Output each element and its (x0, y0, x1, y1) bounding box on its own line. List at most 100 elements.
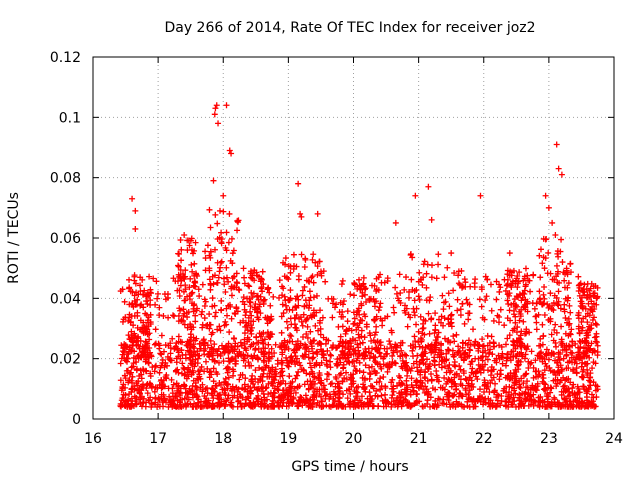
y-tick-label: 0.04 (50, 291, 81, 307)
data-point (118, 387, 125, 394)
data-point (465, 396, 472, 403)
data-point (147, 394, 154, 401)
data-point (565, 375, 572, 382)
data-point (465, 391, 472, 398)
data-point (164, 353, 171, 360)
data-point (427, 394, 434, 401)
data-point (566, 392, 573, 399)
data-point (311, 362, 318, 369)
data-point (483, 385, 490, 392)
data-point (424, 364, 431, 371)
data-point (380, 355, 387, 362)
data-point (402, 302, 409, 309)
data-point (376, 304, 383, 311)
data-point (579, 368, 586, 375)
data-point (477, 369, 484, 376)
data-point (380, 374, 387, 381)
data-point (285, 402, 292, 409)
data-point (415, 293, 422, 300)
data-point (470, 326, 477, 333)
x-tick-label: 24 (605, 431, 623, 447)
data-point (315, 375, 322, 382)
data-point (545, 384, 552, 391)
data-point (299, 334, 306, 341)
data-point (278, 365, 285, 372)
data-point (584, 371, 591, 378)
data-point (448, 376, 455, 383)
data-point (241, 403, 248, 410)
data-point (388, 379, 395, 386)
data-point (572, 340, 579, 347)
data-point (484, 356, 491, 363)
data-point (155, 395, 162, 402)
data-point (493, 278, 500, 285)
data-point (504, 335, 511, 342)
data-point (377, 375, 384, 382)
data-point (428, 377, 435, 384)
data-point (329, 300, 336, 307)
data-point (152, 326, 159, 333)
data-point (523, 370, 530, 377)
data-point (328, 380, 335, 387)
data-point (567, 309, 574, 316)
x-tick-label: 19 (279, 431, 297, 447)
data-point (590, 359, 597, 366)
data-point (488, 333, 495, 340)
data-point (383, 350, 390, 357)
data-point (466, 346, 473, 353)
data-point (545, 356, 552, 363)
data-point (117, 377, 124, 384)
data-point (551, 396, 558, 403)
data-point (498, 354, 505, 361)
data-point (434, 351, 441, 358)
data-point (483, 293, 490, 300)
data-point (261, 336, 268, 343)
data-point (168, 357, 175, 364)
data-point (358, 393, 365, 400)
data-point (393, 290, 400, 297)
data-point (569, 385, 576, 392)
data-point (152, 362, 159, 369)
data-point (389, 352, 396, 359)
data-point (210, 365, 217, 372)
data-point (204, 365, 211, 372)
data-point (161, 291, 168, 298)
data-point (528, 359, 535, 366)
data-point (249, 403, 256, 410)
data-point (386, 338, 393, 345)
data-point (226, 358, 233, 365)
data-point (154, 290, 161, 297)
y-tick-label: 0.08 (50, 171, 81, 187)
data-point (190, 377, 197, 384)
data-point (302, 399, 309, 406)
data-point (169, 335, 176, 342)
data-point (513, 329, 520, 336)
data-point (142, 358, 149, 365)
data-point (419, 351, 426, 358)
data-point (322, 392, 329, 399)
y-tick-label: 0.02 (50, 352, 81, 368)
data-point (486, 389, 493, 396)
data-point (573, 369, 580, 376)
data-point (475, 345, 482, 352)
data-point (481, 316, 488, 323)
data-point (336, 355, 343, 362)
data-point (267, 389, 274, 396)
data-point (297, 362, 304, 369)
data-point (267, 302, 274, 309)
data-point (218, 297, 225, 304)
x-tick-label: 16 (84, 431, 102, 447)
data-point (237, 393, 244, 400)
data-point (426, 297, 433, 304)
data-point (474, 368, 481, 375)
data-point (480, 367, 487, 374)
data-point (329, 402, 336, 409)
data-point (457, 312, 464, 319)
data-point (170, 402, 177, 409)
data-point (179, 360, 186, 367)
data-point (547, 367, 554, 374)
data-point (535, 398, 542, 405)
data-point (326, 403, 333, 410)
data-point (158, 351, 165, 358)
x-tick-label: 23 (540, 431, 558, 447)
